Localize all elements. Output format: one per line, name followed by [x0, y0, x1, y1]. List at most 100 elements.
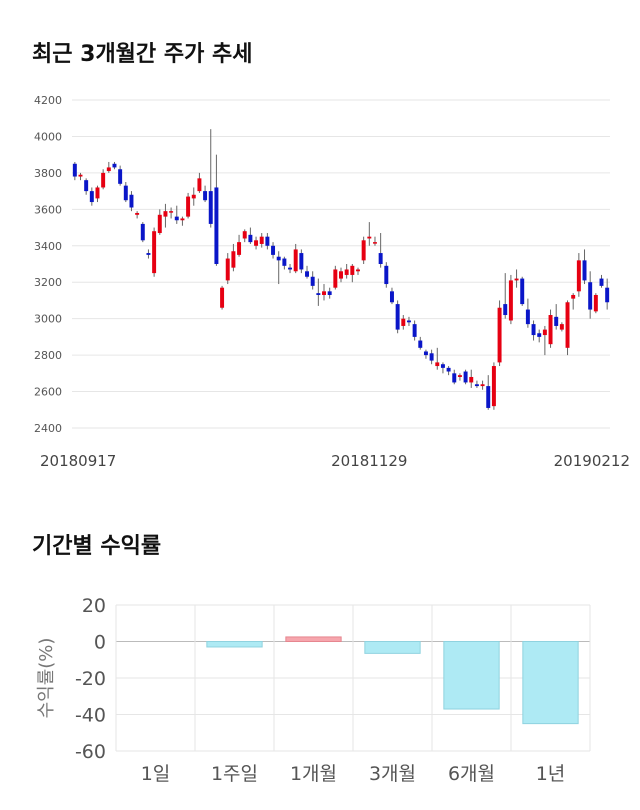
- candle-body: [327, 291, 332, 295]
- candlestick-chart: 2400 2600 2800 3000 3200 3400 3600 3800 4000 4200…: [34, 94, 630, 470]
- candle-body: [248, 234, 253, 243]
- candle-body: [474, 384, 479, 387]
- candle-body: [491, 366, 496, 407]
- candle-body: [480, 384, 485, 387]
- y-tick-label: 0: [94, 632, 106, 654]
- candle-body: [605, 287, 610, 303]
- candle-body: [293, 249, 298, 272]
- y-tick-label: 2600: [34, 386, 62, 399]
- candle-body: [242, 231, 247, 239]
- candle-body: [531, 324, 536, 336]
- candle-body: [339, 271, 343, 279]
- candle-body: [350, 265, 355, 275]
- candle-body: [497, 307, 502, 363]
- candle-body: [429, 353, 434, 361]
- candle-body: [140, 223, 145, 241]
- candle-body: [593, 294, 598, 312]
- candle-body: [78, 174, 83, 177]
- candle-body: [152, 231, 157, 274]
- candle-body: [418, 340, 423, 348]
- candle-body: [435, 362, 440, 367]
- candle-body: [508, 280, 513, 321]
- x-tick-label: 1일: [141, 763, 171, 785]
- y-tick-label: 4000: [34, 130, 62, 143]
- candle-body: [395, 304, 400, 330]
- candle-body: [356, 269, 360, 272]
- candle-body: [146, 253, 151, 255]
- y-tick-label: 2800: [34, 349, 62, 362]
- x-tick-label: 1주일: [211, 763, 258, 785]
- candle-body: [514, 278, 519, 281]
- candle-body: [423, 351, 428, 356]
- y-tick-label: 2400: [34, 422, 62, 435]
- candle-body: [305, 271, 310, 277]
- candle-body: [582, 260, 587, 281]
- candle-body: [588, 282, 593, 310]
- candle-body: [378, 253, 383, 264]
- candle-body: [372, 242, 377, 244]
- price-trend-title: 최근 3개월간 주가 추세: [32, 42, 253, 67]
- candle-body: [191, 194, 196, 199]
- x-tick-label: 1년: [536, 763, 566, 785]
- candle-body: [135, 212, 140, 215]
- candle-body: [288, 267, 293, 270]
- candle-body: [106, 167, 111, 172]
- return-bar: [443, 641, 500, 710]
- candle-body: [95, 187, 100, 199]
- candle-body: [259, 236, 264, 244]
- candle-body: [157, 214, 162, 234]
- x-tick-label: 1개월: [290, 763, 337, 785]
- candle-body: [203, 191, 208, 201]
- candle-body: [361, 240, 366, 261]
- y-axis-label: 수익률(%): [36, 638, 57, 719]
- candle-body: [469, 376, 474, 383]
- returns-title: 기간별 수익률: [32, 534, 162, 559]
- candle-body: [412, 324, 417, 337]
- y-tick-label: 3000: [34, 313, 62, 326]
- x-tick-label: 20180917: [40, 452, 116, 470]
- candle-body: [225, 258, 230, 281]
- candle-body: [406, 320, 411, 323]
- candle-body: [180, 218, 185, 221]
- candle-body: [576, 260, 581, 292]
- candle-body: [542, 329, 547, 336]
- candle-body: [186, 196, 191, 217]
- candle-body: [101, 172, 106, 188]
- candle-body: [220, 287, 225, 308]
- y-tick-label: -60: [75, 741, 106, 763]
- y-tick-label: 4200: [34, 94, 62, 107]
- candle-body: [486, 386, 491, 408]
- candle-body: [310, 276, 315, 286]
- candle-body: [231, 251, 236, 268]
- candle-body: [599, 278, 604, 286]
- candle-body: [344, 269, 349, 275]
- y-tick-label: -20: [75, 668, 106, 690]
- candle-body: [520, 278, 525, 305]
- candle-body: [265, 236, 270, 246]
- candle-body: [446, 367, 451, 372]
- candle-body: [548, 315, 553, 345]
- candle-body: [118, 169, 123, 184]
- candle-body: [112, 163, 117, 168]
- candle-body: [163, 211, 168, 217]
- candle-body: [316, 293, 321, 295]
- candle-body: [440, 364, 445, 368]
- x-tick-label: 3개월: [369, 763, 416, 785]
- candle-body: [129, 194, 134, 208]
- candle-body: [237, 242, 242, 255]
- candle-body: [214, 187, 219, 264]
- y-tick-label: 3400: [34, 240, 62, 253]
- candle-body: [282, 258, 287, 266]
- x-tick-label: 20181129: [331, 452, 407, 470]
- candle-body: [389, 291, 394, 303]
- x-tick-label: 20190212: [554, 452, 630, 470]
- candle-body: [174, 216, 179, 221]
- candle-body: [197, 178, 202, 192]
- candle-body: [208, 191, 213, 224]
- y-tick-label: -40: [75, 705, 106, 727]
- candle-body: [554, 316, 559, 326]
- y-tick-label: 3600: [34, 203, 62, 216]
- y-tick-label: 20: [82, 595, 106, 617]
- candle-body: [169, 211, 174, 213]
- candle-body: [84, 180, 89, 192]
